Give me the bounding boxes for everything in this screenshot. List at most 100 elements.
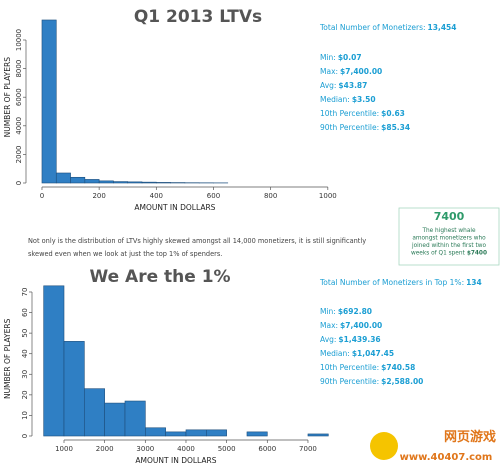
stat: 90th Percentile: $85.34 xyxy=(320,123,410,132)
y-tick-label: 8000 xyxy=(15,60,23,78)
histogram-bar xyxy=(63,341,85,437)
stat: Median: $3.50 xyxy=(320,95,376,104)
stat-value: $3.50 xyxy=(352,95,376,104)
y-tick-label: 6000 xyxy=(15,88,23,106)
stat-label: Total Number of Monetizers: xyxy=(319,23,426,32)
stat-value: $7,400.00 xyxy=(340,321,382,330)
stat-value: 13,454 xyxy=(428,23,457,32)
x-tick-label: 2000 xyxy=(96,445,114,453)
watermark-icon xyxy=(370,432,398,460)
stat: Min: $692.80 xyxy=(320,307,372,316)
x-tick-label: 7000 xyxy=(299,445,317,453)
x-tick-label: 400 xyxy=(150,192,163,200)
chart-title: Q1 2013 LTVs xyxy=(134,7,262,27)
histogram-bar xyxy=(43,285,65,437)
stat-label: Median: xyxy=(320,349,350,358)
histogram-bar xyxy=(84,388,105,437)
stat-value: $740.58 xyxy=(381,363,415,372)
x-tick-label: 5000 xyxy=(218,445,236,453)
histogram-bar xyxy=(141,181,157,184)
stat: Max: $7,400.00 xyxy=(320,67,382,76)
x-axis-label: AMOUNT IN DOLLARS xyxy=(135,456,216,465)
stat-label: Total Number of Monetizers in Top 1%: xyxy=(319,278,464,287)
histogram-bar xyxy=(165,431,187,437)
stat: 10th Percentile: $740.58 xyxy=(320,363,415,372)
stat: 10th Percentile: $0.63 xyxy=(320,109,405,118)
y-tick-label: 40 xyxy=(21,349,29,358)
stat-value: 134 xyxy=(466,278,482,287)
y-tick-label: 4000 xyxy=(15,117,23,135)
stat-value: $2,588.00 xyxy=(381,377,423,386)
watermark-name: 网页游戏 xyxy=(444,429,496,445)
stat-label: 10th Percentile: xyxy=(320,363,379,372)
histogram-bar xyxy=(127,181,143,184)
stat-label: 10th Percentile: xyxy=(320,109,379,118)
paragraph-line: Not only is the distribution of LTVs hig… xyxy=(28,237,366,245)
stat: Min: $0.07 xyxy=(320,53,362,62)
stat-label: Avg: xyxy=(320,335,336,344)
callout-box xyxy=(398,207,500,266)
stat-label: 90th Percentile: xyxy=(320,123,379,132)
stat-value: $692.80 xyxy=(338,307,372,316)
stat-value: $7,400.00 xyxy=(340,67,382,76)
histogram-bar xyxy=(185,429,207,437)
stat-value: $1,047.45 xyxy=(352,349,394,358)
stat: Total Number of Monetizers in Top 1%: 134 xyxy=(319,278,482,287)
stat-value: $0.07 xyxy=(338,53,362,62)
stat: Avg: $43.87 xyxy=(320,81,367,90)
stat-value: $0.63 xyxy=(381,109,405,118)
stat-label: Max: xyxy=(320,67,338,76)
x-tick-label: 4000 xyxy=(177,445,195,453)
callout-highlight: $7400 xyxy=(467,251,487,257)
stat-label: Min: xyxy=(320,53,336,62)
callout-line: The highest whale xyxy=(421,228,476,234)
stat-value: $43.87 xyxy=(338,81,367,90)
y-tick-label: 0 xyxy=(21,434,29,438)
y-tick-label: 70 xyxy=(21,288,29,297)
y-axis-label: NUMBER OF PLAYERS xyxy=(3,318,12,399)
x-tick-label: 200 xyxy=(92,192,105,200)
x-tick-label: 6000 xyxy=(258,445,276,453)
watermark-url: www.40407.com xyxy=(400,452,493,463)
paragraph: Not only is the distribution of LTVs hig… xyxy=(28,237,366,258)
x-tick-label: 1000 xyxy=(55,445,73,453)
x-tick-label: 1000 xyxy=(319,192,337,200)
x-tick-label: 600 xyxy=(207,192,220,200)
callout: 7400 The highest whale amongst monetizers… xyxy=(398,207,500,266)
histogram-bar xyxy=(124,400,146,437)
y-tick-label: 10 xyxy=(21,411,29,420)
y-tick-label: 50 xyxy=(21,329,29,338)
x-axis-label: AMOUNT IN DOLLARS xyxy=(134,203,215,212)
callout-line: amongst monetizers who xyxy=(412,236,486,242)
histogram-bar xyxy=(246,431,268,437)
histogram-bar xyxy=(98,180,114,184)
histogram-bar xyxy=(307,433,329,437)
stat-label: Max: xyxy=(320,321,338,330)
y-axis-label: NUMBER OF PLAYERS xyxy=(3,57,12,138)
histogram-bar xyxy=(104,402,126,437)
x-tick-label: 0 xyxy=(40,192,44,200)
histogram-bar xyxy=(84,179,100,184)
chart: We Are the 1%1000 2000 3000 4000 5000 6000 700… xyxy=(3,267,482,465)
stat: Max: $7,400.00 xyxy=(320,321,382,330)
x-tick-label: 800 xyxy=(264,192,277,200)
callout-line: weeks of Q1 spent xyxy=(411,251,466,257)
stat-label: Median: xyxy=(320,95,350,104)
histogram-bar xyxy=(145,427,166,437)
y-tick-label: 0 xyxy=(15,181,23,185)
histogram-bar xyxy=(206,429,227,437)
callout-value: 7400 xyxy=(434,210,465,223)
y-tick-label: 30 xyxy=(21,370,29,379)
callout-line: joined within the first two xyxy=(411,243,486,249)
paragraph-line: skewed even when we look at just the top… xyxy=(28,250,222,258)
histogram-bar xyxy=(156,182,171,184)
histogram-bar xyxy=(41,19,57,184)
histogram-bar xyxy=(113,181,129,184)
chart-title: We Are the 1% xyxy=(89,267,230,287)
stat: Total Number of Monetizers: 13,454 xyxy=(319,23,457,32)
callout-text: The highest whale amongst monetizers who j… xyxy=(411,228,487,257)
stat-label: Avg: xyxy=(320,81,336,90)
stat-label: Min: xyxy=(320,307,336,316)
